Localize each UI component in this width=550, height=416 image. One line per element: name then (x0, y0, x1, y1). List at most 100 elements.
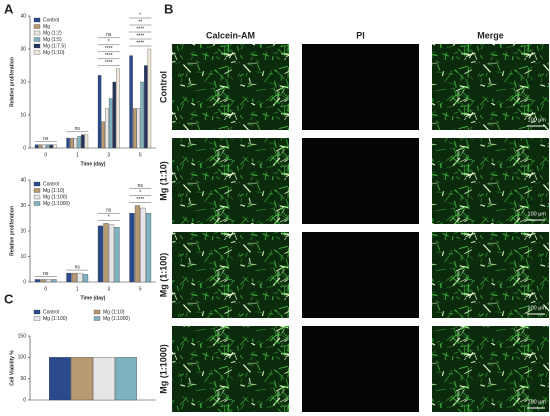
legend-swatch (33, 181, 41, 187)
x-tick-label: 3 (107, 286, 110, 292)
significance-label: * (108, 39, 110, 45)
bar (108, 98, 113, 149)
bar (73, 137, 78, 149)
micrograph (172, 326, 289, 412)
row-label: Control (158, 71, 168, 103)
micrograph (172, 138, 289, 224)
x-tick-label: 0 (44, 152, 47, 158)
scale-bar-label: 100 μm (528, 305, 547, 311)
legend-swatch (93, 309, 101, 315)
micrograph (432, 326, 549, 412)
bar (45, 279, 52, 283)
bar (49, 144, 53, 149)
bar (66, 272, 72, 283)
bar (144, 65, 148, 149)
bar (116, 68, 120, 149)
x-tick-label: 5 (139, 152, 142, 158)
panel-letter: B (164, 1, 173, 16)
bar (129, 212, 135, 283)
micrograph (302, 232, 419, 318)
legend-swatch (33, 309, 41, 315)
y-tick-label: 10 (20, 112, 26, 118)
micrograph (172, 232, 289, 318)
bar (108, 224, 115, 283)
y-tick-label: 30 (20, 203, 26, 209)
legend-swatch (33, 37, 41, 42)
significance-label: **** (136, 197, 144, 203)
legend-swatch (33, 43, 41, 49)
y-tick-label: 40 (20, 13, 26, 19)
bar (42, 144, 46, 149)
significance-label: ** (138, 19, 142, 25)
significance-label: * (139, 12, 141, 18)
bar (38, 144, 42, 149)
scale-bar-label: 100 μm (528, 117, 547, 123)
x-axis-label: Time (day) (81, 161, 106, 167)
legend-label: Mg (1:1000) (103, 316, 130, 322)
micrograph (172, 44, 289, 130)
panel-letter: C (4, 291, 14, 306)
y-axis-label: Relative proliferation (9, 57, 15, 107)
y-tick-label: 30 (20, 46, 26, 52)
x-tick-label: 0 (44, 286, 47, 292)
y-tick-label: 10 (20, 254, 26, 260)
significance-label: ns (43, 271, 49, 277)
panel-letter: A (4, 1, 14, 16)
bar (84, 134, 89, 149)
legend-swatch (33, 17, 41, 23)
bar (101, 121, 105, 149)
row-label: Mg (1:1000) (158, 344, 168, 394)
y-tick-label: 100 (18, 355, 27, 361)
micrograph (432, 232, 549, 318)
significance-label: **** (105, 46, 113, 52)
bar (51, 279, 57, 283)
y-tick-label: 0 (23, 145, 26, 151)
y-axis-label: Relative proliferation (9, 206, 15, 256)
bar (97, 75, 102, 149)
bar (82, 274, 89, 283)
bar (112, 81, 116, 149)
micrograph (432, 138, 549, 224)
legend-swatch (33, 30, 41, 36)
legend-swatch (33, 194, 41, 200)
bar (140, 207, 146, 283)
x-tick-label: 3 (107, 152, 110, 158)
x-tick-label: 1 (76, 152, 79, 158)
legend-swatch (33, 50, 41, 55)
legend-label: Mg (1:5) (43, 37, 62, 43)
legend-label: Mg (1:2) (43, 30, 62, 36)
bar (71, 272, 78, 283)
legend-label: Control (43, 17, 59, 23)
legend-label: Mg (1:10) (43, 50, 65, 56)
legend-label: Control (43, 309, 59, 315)
bar (70, 137, 74, 149)
significance-label: ns (43, 136, 49, 142)
column-heading: Calcein-AM (206, 30, 255, 40)
bar (34, 279, 41, 283)
bar (77, 136, 81, 149)
significance-label: ns (106, 208, 112, 214)
significance-label: ns (138, 183, 144, 189)
bar (97, 225, 104, 283)
row-label: Mg (1:10) (158, 161, 168, 201)
micrograph (302, 44, 419, 130)
micrograph (302, 326, 419, 412)
bar (81, 134, 85, 149)
legend-label: Control (43, 181, 59, 187)
significance-label: **** (136, 33, 144, 39)
legend-swatch (33, 188, 41, 193)
bar (133, 108, 137, 149)
x-axis-label: Time (day) (81, 295, 106, 301)
y-tick-label: 40 (20, 177, 26, 183)
y-tick-label: 0 (23, 397, 26, 403)
y-axis-label: Cell Viability % (9, 350, 15, 386)
bar (129, 55, 133, 149)
micrograph (432, 44, 549, 130)
significance-label: ns (75, 126, 81, 132)
micrograph (302, 138, 419, 224)
legend-label: Mg (1:1000) (43, 201, 70, 207)
y-tick-label: 20 (20, 79, 26, 85)
bar (105, 108, 109, 149)
bar (45, 144, 50, 149)
significance-label: ns (75, 264, 81, 270)
